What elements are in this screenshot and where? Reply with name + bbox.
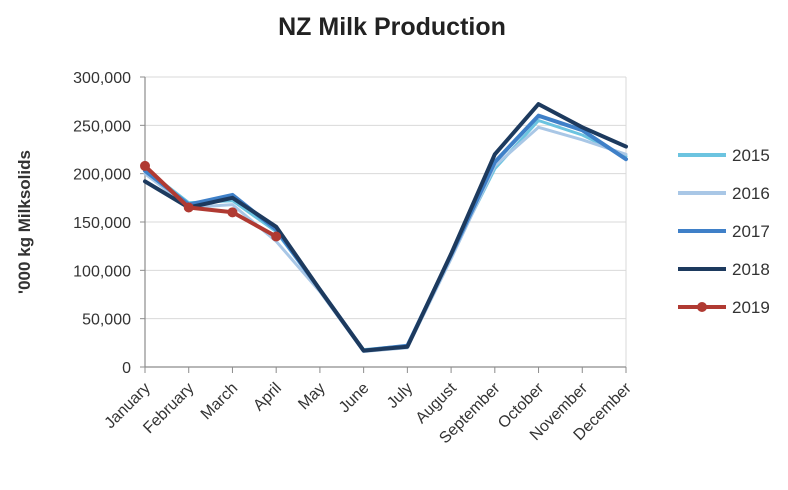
y-tick-label: 150,000 [73,215,131,232]
legend-label-2016: 2016 [732,184,770,203]
legend-marker-2019 [697,302,707,312]
y-tick-label: 250,000 [73,118,131,135]
legend-label-2019: 2019 [732,298,770,317]
series-marker-2019 [140,161,150,171]
legend-label-2017: 2017 [732,222,770,241]
y-tick-label: 300,000 [73,70,131,87]
y-tick-label: 100,000 [73,263,131,280]
legend-label-2015: 2015 [732,146,770,165]
series-marker-2019 [184,203,194,213]
series-marker-2019 [227,207,237,217]
series-marker-2019 [271,232,281,242]
chart-title: NZ Milk Production [278,13,506,41]
y-tick-label: 0 [122,360,131,377]
y-tick-label: 200,000 [73,167,131,184]
y-axis-label: '000 kg Milksolids [15,150,34,294]
legend-label-2018: 2018 [732,260,770,279]
y-tick-label: 50,000 [82,312,131,329]
